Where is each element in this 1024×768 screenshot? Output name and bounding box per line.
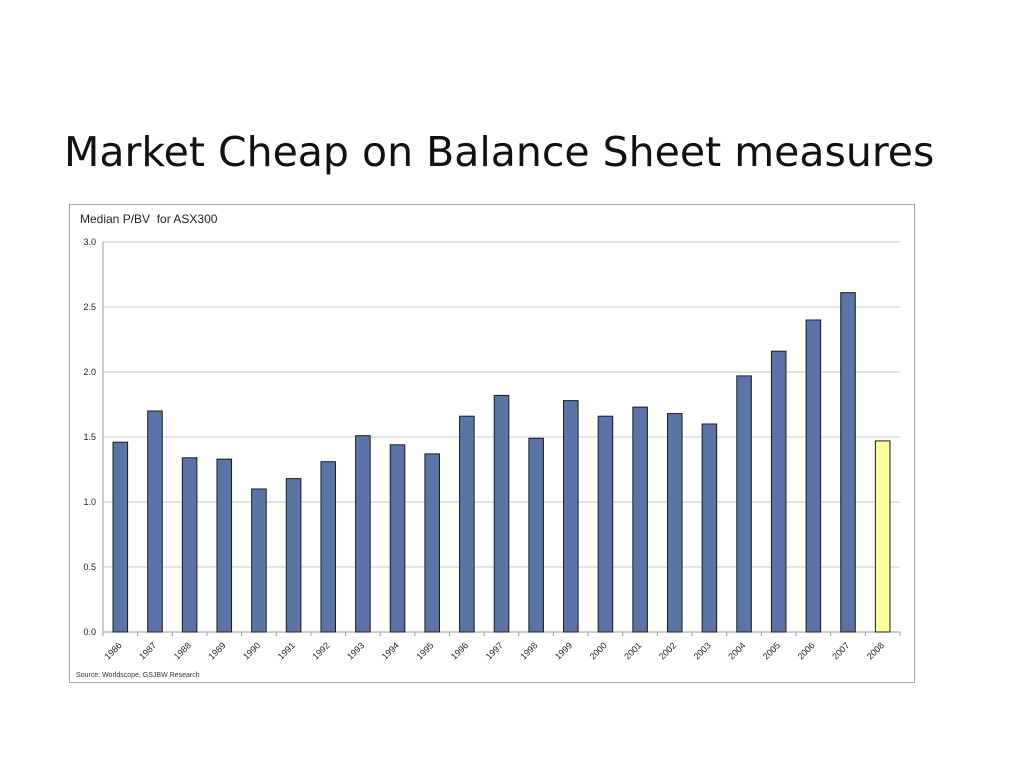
x-tick-label: 2000: [588, 640, 609, 661]
x-tick-label: 2007: [830, 640, 851, 661]
bar-2005: [770, 350, 787, 633]
x-tick-label: 1990: [241, 640, 262, 661]
y-tick-label: 0.5: [83, 562, 96, 572]
bar-2003: [701, 423, 718, 633]
x-tick-label: 1995: [414, 640, 435, 661]
y-tick-label: 1.5: [83, 432, 96, 442]
x-tick-label: 2002: [657, 640, 678, 661]
x-tick-label: 1993: [345, 640, 366, 661]
x-tick-label: 1992: [310, 640, 331, 661]
bar-2008: [874, 440, 891, 633]
bar-2002: [666, 413, 683, 633]
x-tick-label: 2004: [726, 640, 747, 661]
bar-1996: [459, 415, 475, 633]
bar-2007: [840, 292, 856, 633]
y-tick-label: 2.0: [83, 367, 96, 377]
x-tick-label: 1989: [206, 640, 227, 661]
chart-title: Median P/BV for ASX300: [80, 212, 218, 226]
x-tick-label: 1987: [137, 640, 158, 661]
bar-1992: [320, 461, 337, 633]
y-tick-label: 2.5: [83, 302, 96, 312]
x-tick-label: 2005: [761, 640, 782, 661]
bar-1994: [389, 444, 406, 633]
bar-1999: [563, 400, 579, 633]
x-tick-label: 1997: [484, 640, 505, 661]
bar-1993: [355, 435, 371, 633]
y-tick-label: 0.0: [83, 627, 96, 637]
bar-1991: [285, 478, 302, 633]
x-tick-label: 2008: [865, 640, 886, 661]
bar-1995: [424, 453, 440, 633]
chart-source-note: Source: Worldscope, GSJBW Research: [76, 672, 200, 679]
bar-chart: 0.0 0.5 1.0 1.5 2.0 2.5 3.0 1986 1987 1988 1989 199…: [83, 237, 901, 662]
bar-1989: [216, 458, 233, 633]
x-tick-label: 1988: [172, 640, 193, 661]
y-tick-label: 1.0: [83, 497, 96, 507]
bar-1997: [493, 394, 510, 633]
bar-1987: [147, 410, 163, 633]
bar-1986: [112, 441, 129, 633]
chart-panel: Median P/BV for ASX300 0.0 0.5 1.0 1.5 2.0 2.…: [69, 204, 915, 683]
x-tick-label: 1991: [276, 640, 297, 661]
x-tick-label: 1994: [380, 640, 401, 661]
x-tick-label: 1999: [553, 640, 574, 661]
x-tick-label: 2001: [622, 640, 643, 661]
x-tick-label: 2003: [692, 640, 713, 661]
bar-1998: [528, 437, 544, 633]
bar-1988: [181, 457, 198, 633]
slide-title: Market Cheap on Balance Sheet measures: [64, 128, 935, 176]
x-tick-label: 2006: [796, 640, 817, 661]
x-tick-label: 1998: [518, 640, 539, 661]
bar-2000: [597, 415, 614, 633]
x-tick-label: 1996: [449, 640, 470, 661]
x-tick-label: 1986: [103, 640, 124, 661]
y-tick-label: 3.0: [83, 237, 96, 247]
bar-2004: [736, 375, 752, 633]
bar-2006: [805, 319, 822, 633]
bar-2001: [632, 406, 648, 633]
bar-1990: [251, 488, 267, 633]
